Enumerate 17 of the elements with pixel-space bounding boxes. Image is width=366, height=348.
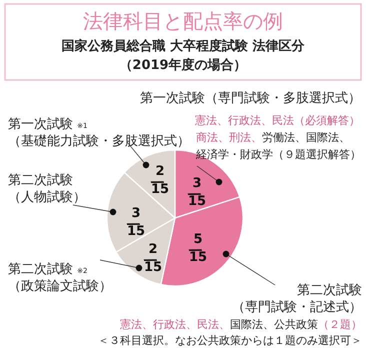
slice-label: 第一次試験（専門試験・多肢選択式） [140,91,361,106]
text: 憲法、行政法、民法、 [119,318,230,331]
data-label: 3/15 [185,176,206,209]
slice-label: 第二次試験（人物試験） [8,173,86,205]
text: 国際法、公共政策 [230,318,318,331]
text: 商法、刑法、 [196,131,262,144]
text: 労働法、国際法、 [262,131,350,144]
data-label: 5/15 [186,232,208,265]
chart-subtitle: 国家公務員総合職 大卒程度試験 法律区分（2019年度の場合） [61,38,306,73]
data-label: 2/15 [148,164,170,197]
text: ＜３科目選択。なお公共政策からは１題のみ選択可＞ [98,334,362,347]
data-label: 3/15 [124,206,146,239]
data-label: 2/15 [141,242,162,275]
slice-label: 第二次試験（専門試験・記述式） [232,283,362,315]
chart-title: 法律科目と配点率の例 [83,9,283,33]
text: 憲法、行政法、民法（必須解答） [194,114,360,127]
text: （２題） [318,318,362,331]
